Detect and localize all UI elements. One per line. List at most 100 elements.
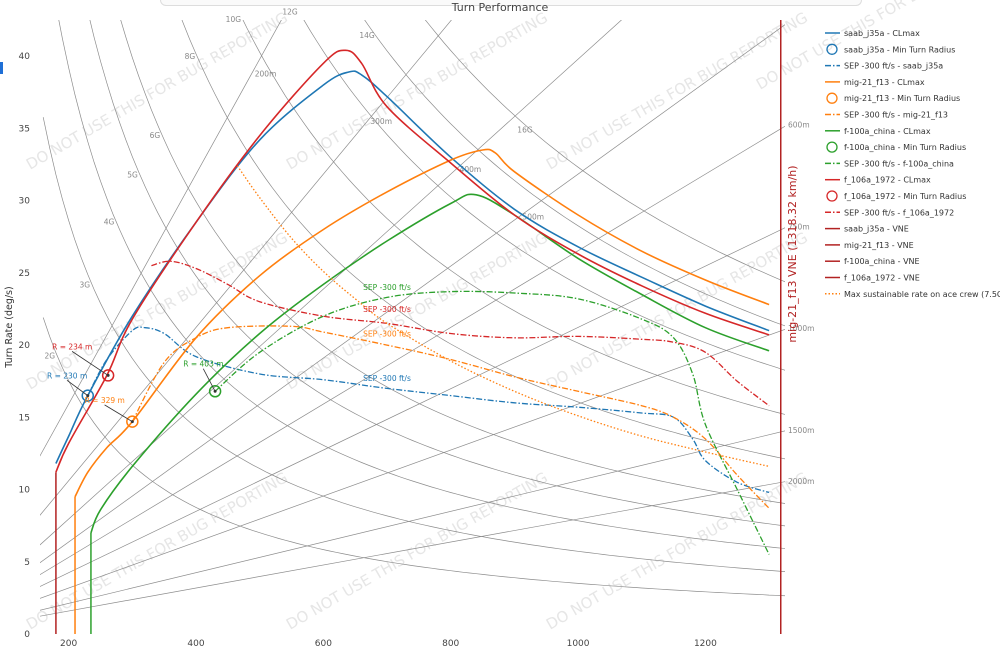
legend-marker — [826, 92, 838, 104]
min-turn-radius-marker — [101, 369, 115, 382]
radius-line — [40, 125, 785, 576]
radius-line — [40, 24, 785, 564]
g-label: 12G — [282, 7, 298, 16]
x-tick-label: 1000 — [567, 639, 590, 649]
grid-lines — [40, 20, 785, 617]
y-tick-label: 20 — [19, 341, 31, 351]
g-load-line — [303, 20, 785, 371]
g-load-line — [424, 20, 785, 283]
radius-label: 1500m — [788, 426, 814, 435]
min-turn-radius-marker — [81, 389, 95, 402]
min-turn-radius-marker — [208, 385, 222, 398]
g-label: 8G — [185, 52, 196, 61]
sep-label: SEP -300 ft/s — [363, 283, 411, 292]
series-line-1 — [87, 326, 770, 494]
legend-marker — [826, 43, 838, 55]
min-radius-label: R = 234 m — [52, 342, 92, 351]
legend-entry[interactable]: Max sustainable rate on ace crew (7.5G) — [825, 290, 1000, 299]
legend-marker — [826, 190, 838, 202]
g-label: 5G — [127, 170, 138, 179]
legend-label: saab_j35a - CLmax — [844, 29, 920, 38]
annotation-arrow — [202, 368, 216, 392]
legend-label: f-100a_china - VNE — [844, 257, 920, 266]
legend-marker — [826, 141, 838, 153]
legend-entry[interactable]: SEP -300 ft/s - mig-21_f13 — [825, 111, 948, 120]
axes: 0 5 10 15 20 25 30 35 40 200 400 600 800 1000 1200 — [19, 20, 782, 649]
legend-label: f_106a_1972 - VNE — [844, 274, 920, 283]
legend-label: f-100a_china - CLmax — [844, 127, 931, 136]
legend-entry[interactable]: SEP -300 ft/s - saab_j35a — [825, 62, 943, 71]
legend-label: saab_j35a - VNE — [844, 225, 909, 234]
legend-entry[interactable]: mig-21_f13 - CLmax — [825, 78, 925, 87]
y-tick-label: 0 — [24, 630, 30, 640]
g-load-line — [42, 317, 785, 597]
radius-label: 400m — [460, 165, 482, 174]
g-label: 14G — [359, 31, 375, 40]
series-line-0 — [55, 70, 770, 464]
min-radius-label: R = 230 m — [47, 371, 87, 380]
series-layer — [55, 49, 770, 634]
watermark-text: DO NOT USE THIS FOR BUG REPORTING — [23, 468, 291, 633]
g-label: 16G — [517, 126, 533, 135]
g-load-line — [242, 20, 785, 415]
legend-entry[interactable]: saab_j35a - Min Turn Radius — [826, 43, 955, 55]
x-tick-label: 1200 — [694, 639, 717, 649]
radius-label: 2000m — [788, 477, 814, 486]
legend-label: SEP -300 ft/s - saab_j35a — [844, 62, 943, 71]
g-load-line — [120, 20, 785, 504]
g-label: 10G — [226, 15, 242, 24]
series-line-2 — [74, 148, 770, 498]
g-load-line — [42, 117, 785, 572]
x-tick-label: 600 — [315, 639, 332, 649]
legend-label: Max sustainable rate on ace crew (7.5G) — [844, 290, 1000, 299]
watermark-text: DO NOT USE THIS FOR BUG REPORTING — [23, 8, 291, 173]
chart-title: Turn Performance — [451, 1, 549, 14]
legend-label: SEP -300 ft/s - mig-21_f13 — [844, 111, 948, 120]
series-line-7 — [151, 260, 770, 407]
legend-entry[interactable]: f-100a_china - Min Turn Radius — [826, 141, 966, 153]
watermark-text: DO NOT USE THIS FOR BUG REPORTING — [543, 8, 811, 173]
legend-entry[interactable]: f_106a_1972 - CLmax — [825, 176, 931, 185]
radius-line — [40, 20, 452, 516]
legend-entry[interactable]: saab_j35a - CLmax — [825, 29, 920, 38]
radius-label: 750m — [788, 222, 810, 231]
radius-line — [40, 328, 785, 599]
g-label: 4G — [104, 218, 115, 227]
legend-label: SEP -300 ft/s - f_106a_1972 — [844, 208, 954, 217]
legend-label: f_106a_1972 - CLmax — [844, 176, 931, 185]
annotations: R = 230 m R = 329 m R = 403 m R = 234 m SEP … — [47, 283, 411, 428]
sep-label: SEP -300 ft/s — [363, 374, 411, 383]
min-radius-label: R = 329 m — [85, 396, 125, 405]
legend-label: saab_j35a - Min Turn Radius — [844, 45, 955, 54]
min-turn-radius-marker — [126, 415, 139, 428]
g-load-line — [364, 20, 785, 327]
series-line-6 — [55, 49, 770, 473]
y-tick-label: 35 — [19, 124, 30, 134]
radius-line — [40, 227, 785, 587]
legend-entry[interactable]: mig-21_f13 - VNE — [825, 241, 914, 250]
legend-entry[interactable]: SEP -300 ft/s - f-100a_china — [825, 159, 954, 168]
legend-entry[interactable]: mig-21_f13 - Min Turn Radius — [826, 92, 960, 104]
y-tick-label: 5 — [24, 558, 30, 568]
legend-entry[interactable]: SEP -300 ft/s - f_106a_1972 — [825, 208, 954, 217]
watermark-text: DO NOT USE THIS FOR BUG REPORTING — [543, 468, 811, 633]
legend-label: mig-21_f13 - VNE — [844, 241, 914, 250]
legend-entry[interactable]: f_106a_1972 - Min Turn Radius — [826, 190, 966, 202]
x-tick-label: 200 — [60, 639, 77, 649]
legend-entry[interactable]: f-100a_china - CLmax — [825, 127, 931, 136]
series-line-8 — [236, 165, 770, 468]
y-tick-label: 10 — [19, 486, 31, 496]
x-tick-label: 800 — [442, 639, 459, 649]
legend-label: mig-21_f13 - Min Turn Radius — [844, 94, 960, 103]
series-line-4 — [90, 193, 770, 534]
sidebar-tab[interactable] — [0, 62, 3, 74]
legend-entry[interactable]: f_106a_1972 - VNE — [825, 274, 920, 283]
g-label: 6G — [150, 131, 161, 140]
legend-label: SEP -300 ft/s - f-100a_china — [844, 159, 954, 168]
series-line-5 — [214, 290, 770, 555]
grid-labels: 2G 3G 4G 5G 6G 8G 10G 12G 14G 16G 200m 300m 400m 500m… — [45, 7, 815, 486]
g-load-line — [89, 20, 785, 527]
legend-entry[interactable]: saab_j35a - VNE — [825, 225, 909, 234]
legend-entry[interactable]: f-100a_china - VNE — [825, 257, 920, 266]
